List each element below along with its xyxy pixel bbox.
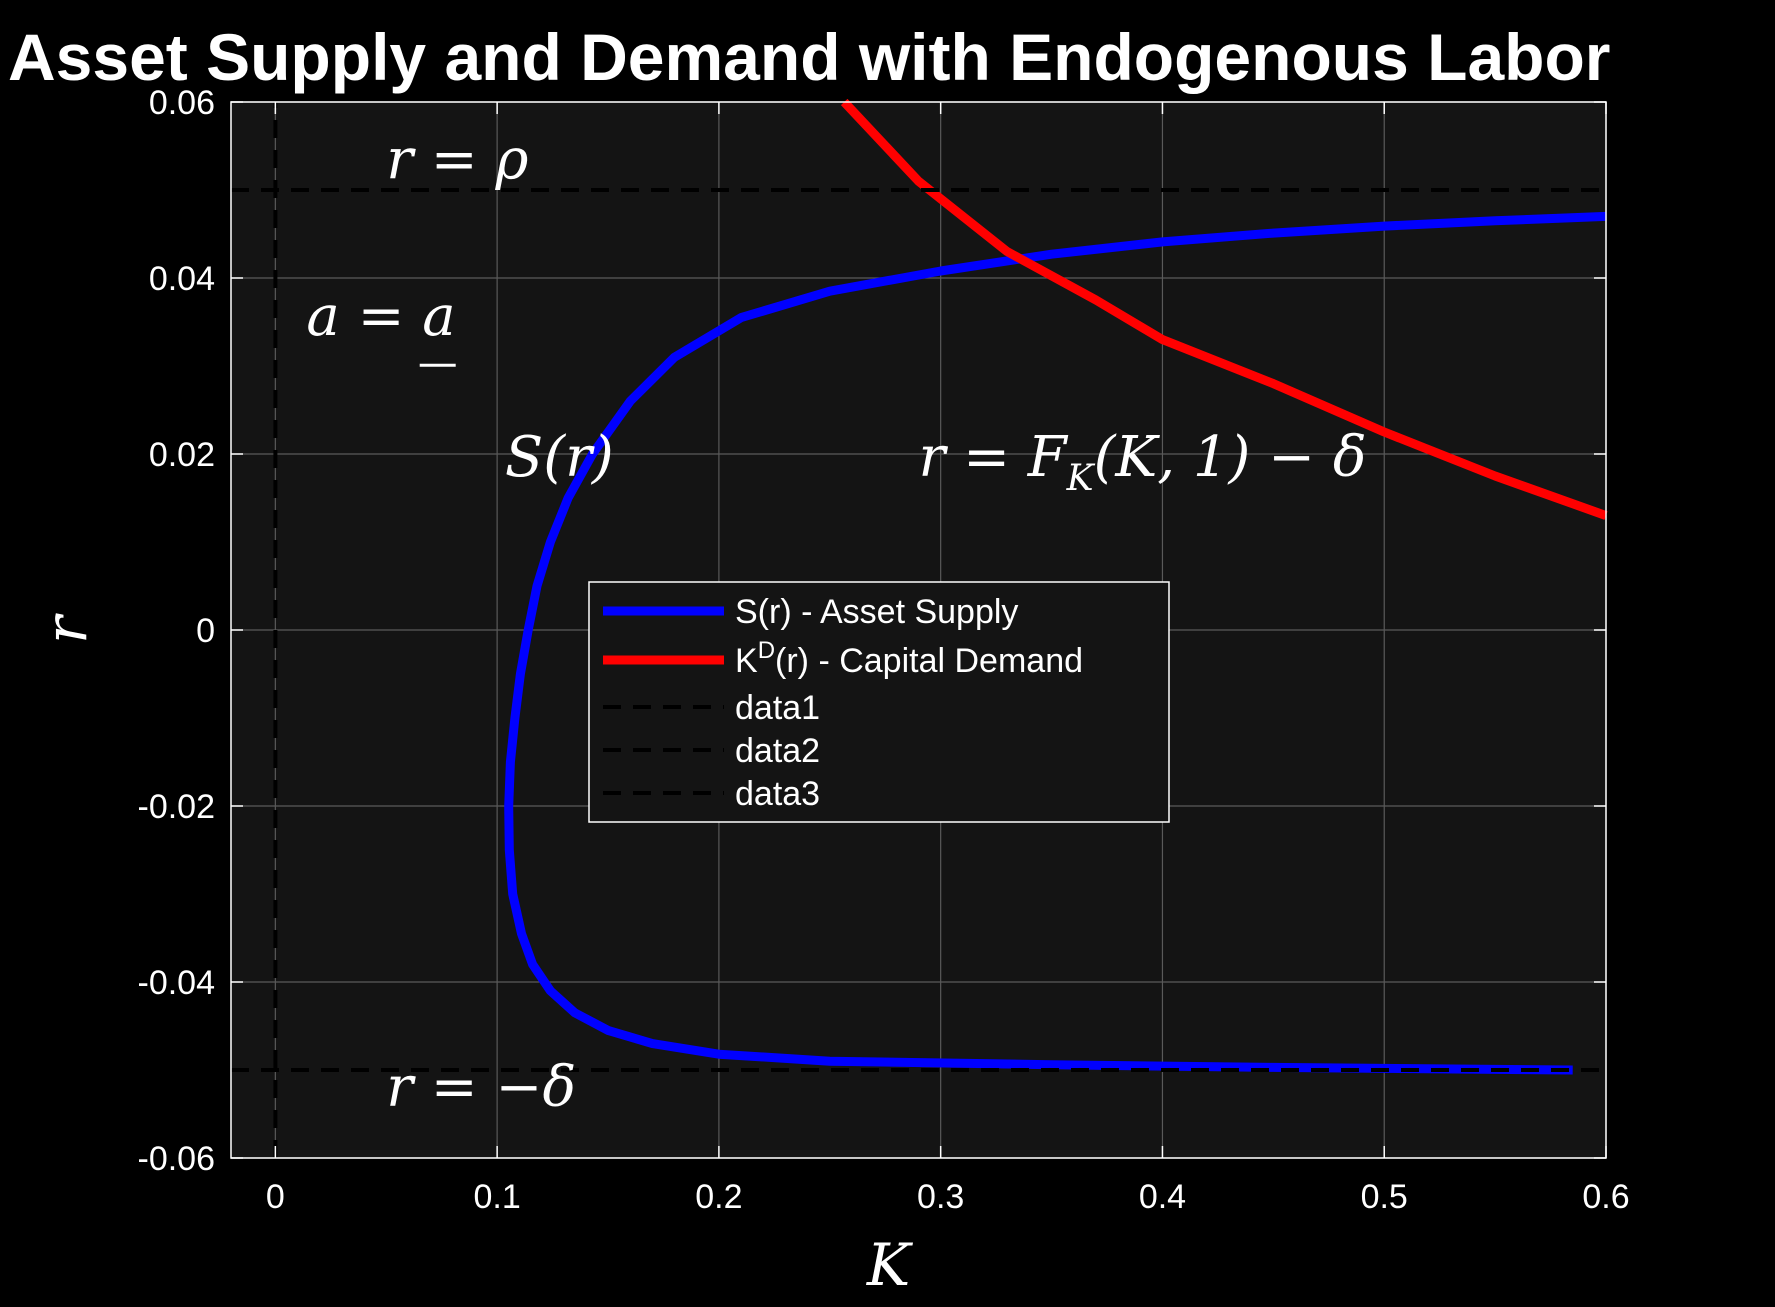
legend-label-5: data3: [735, 775, 820, 813]
y-tick-label: -0.02: [138, 788, 216, 826]
x-tick-label: 0.5: [1361, 1178, 1408, 1216]
annotation-2: r = −δ: [386, 1055, 576, 1120]
annotation-1: r = ρ: [386, 128, 528, 193]
annotation-3: S(r): [505, 425, 614, 490]
y-tick-label: 0: [196, 612, 215, 650]
chart-title: Asset Supply and Demand with Endogenous …: [8, 20, 1610, 94]
x-tick-label: 0.2: [695, 1178, 742, 1216]
annotation-5: a = a: [306, 284, 455, 349]
x-tick-label: 0.1: [473, 1178, 520, 1216]
axis-labels: Kr: [32, 613, 914, 1299]
x-tick-label: 0.6: [1582, 1178, 1629, 1216]
legend-label-2: KD(r) - Capital Demand: [735, 637, 1083, 680]
y-tick-label: 0.02: [149, 436, 215, 474]
legend-label-3: data1: [735, 689, 820, 727]
annotation-4: r = FK(K, 1) − δ: [919, 425, 1367, 499]
y-axis-label: r: [32, 613, 100, 644]
legend-label-1: S(r) - Asset Supply: [735, 593, 1018, 631]
legend-label-4: data2: [735, 732, 820, 770]
x-tick-label: 0.4: [1139, 1178, 1186, 1216]
x-tick-label: 0.3: [917, 1178, 964, 1216]
x-tick-label: 0: [266, 1178, 285, 1216]
y-tick-label: -0.06: [138, 1140, 216, 1178]
ticks: 0 0.1 0.2 0.3 0.4 0.5 0.6 -0.06 -0.04 -0.02 0 0.02 0…: [138, 84, 1630, 1216]
legend-box: [588, 581, 1170, 823]
series-line-2: [840, 98, 1608, 520]
y-tick-label: -0.04: [138, 964, 216, 1002]
legend: S(r) - Asset Supply KD(r) - Capital Deman…: [588, 581, 1170, 823]
series-layer: [231, 98, 1608, 1158]
y-tick-label: 0.06: [149, 84, 215, 122]
x-axis-label: K: [866, 1231, 914, 1299]
annotations: r = ρ r = −δ S(r) r = FK(K, 1) − δ a = a: [306, 128, 1366, 1121]
y-tick-label: 0.04: [149, 260, 215, 298]
